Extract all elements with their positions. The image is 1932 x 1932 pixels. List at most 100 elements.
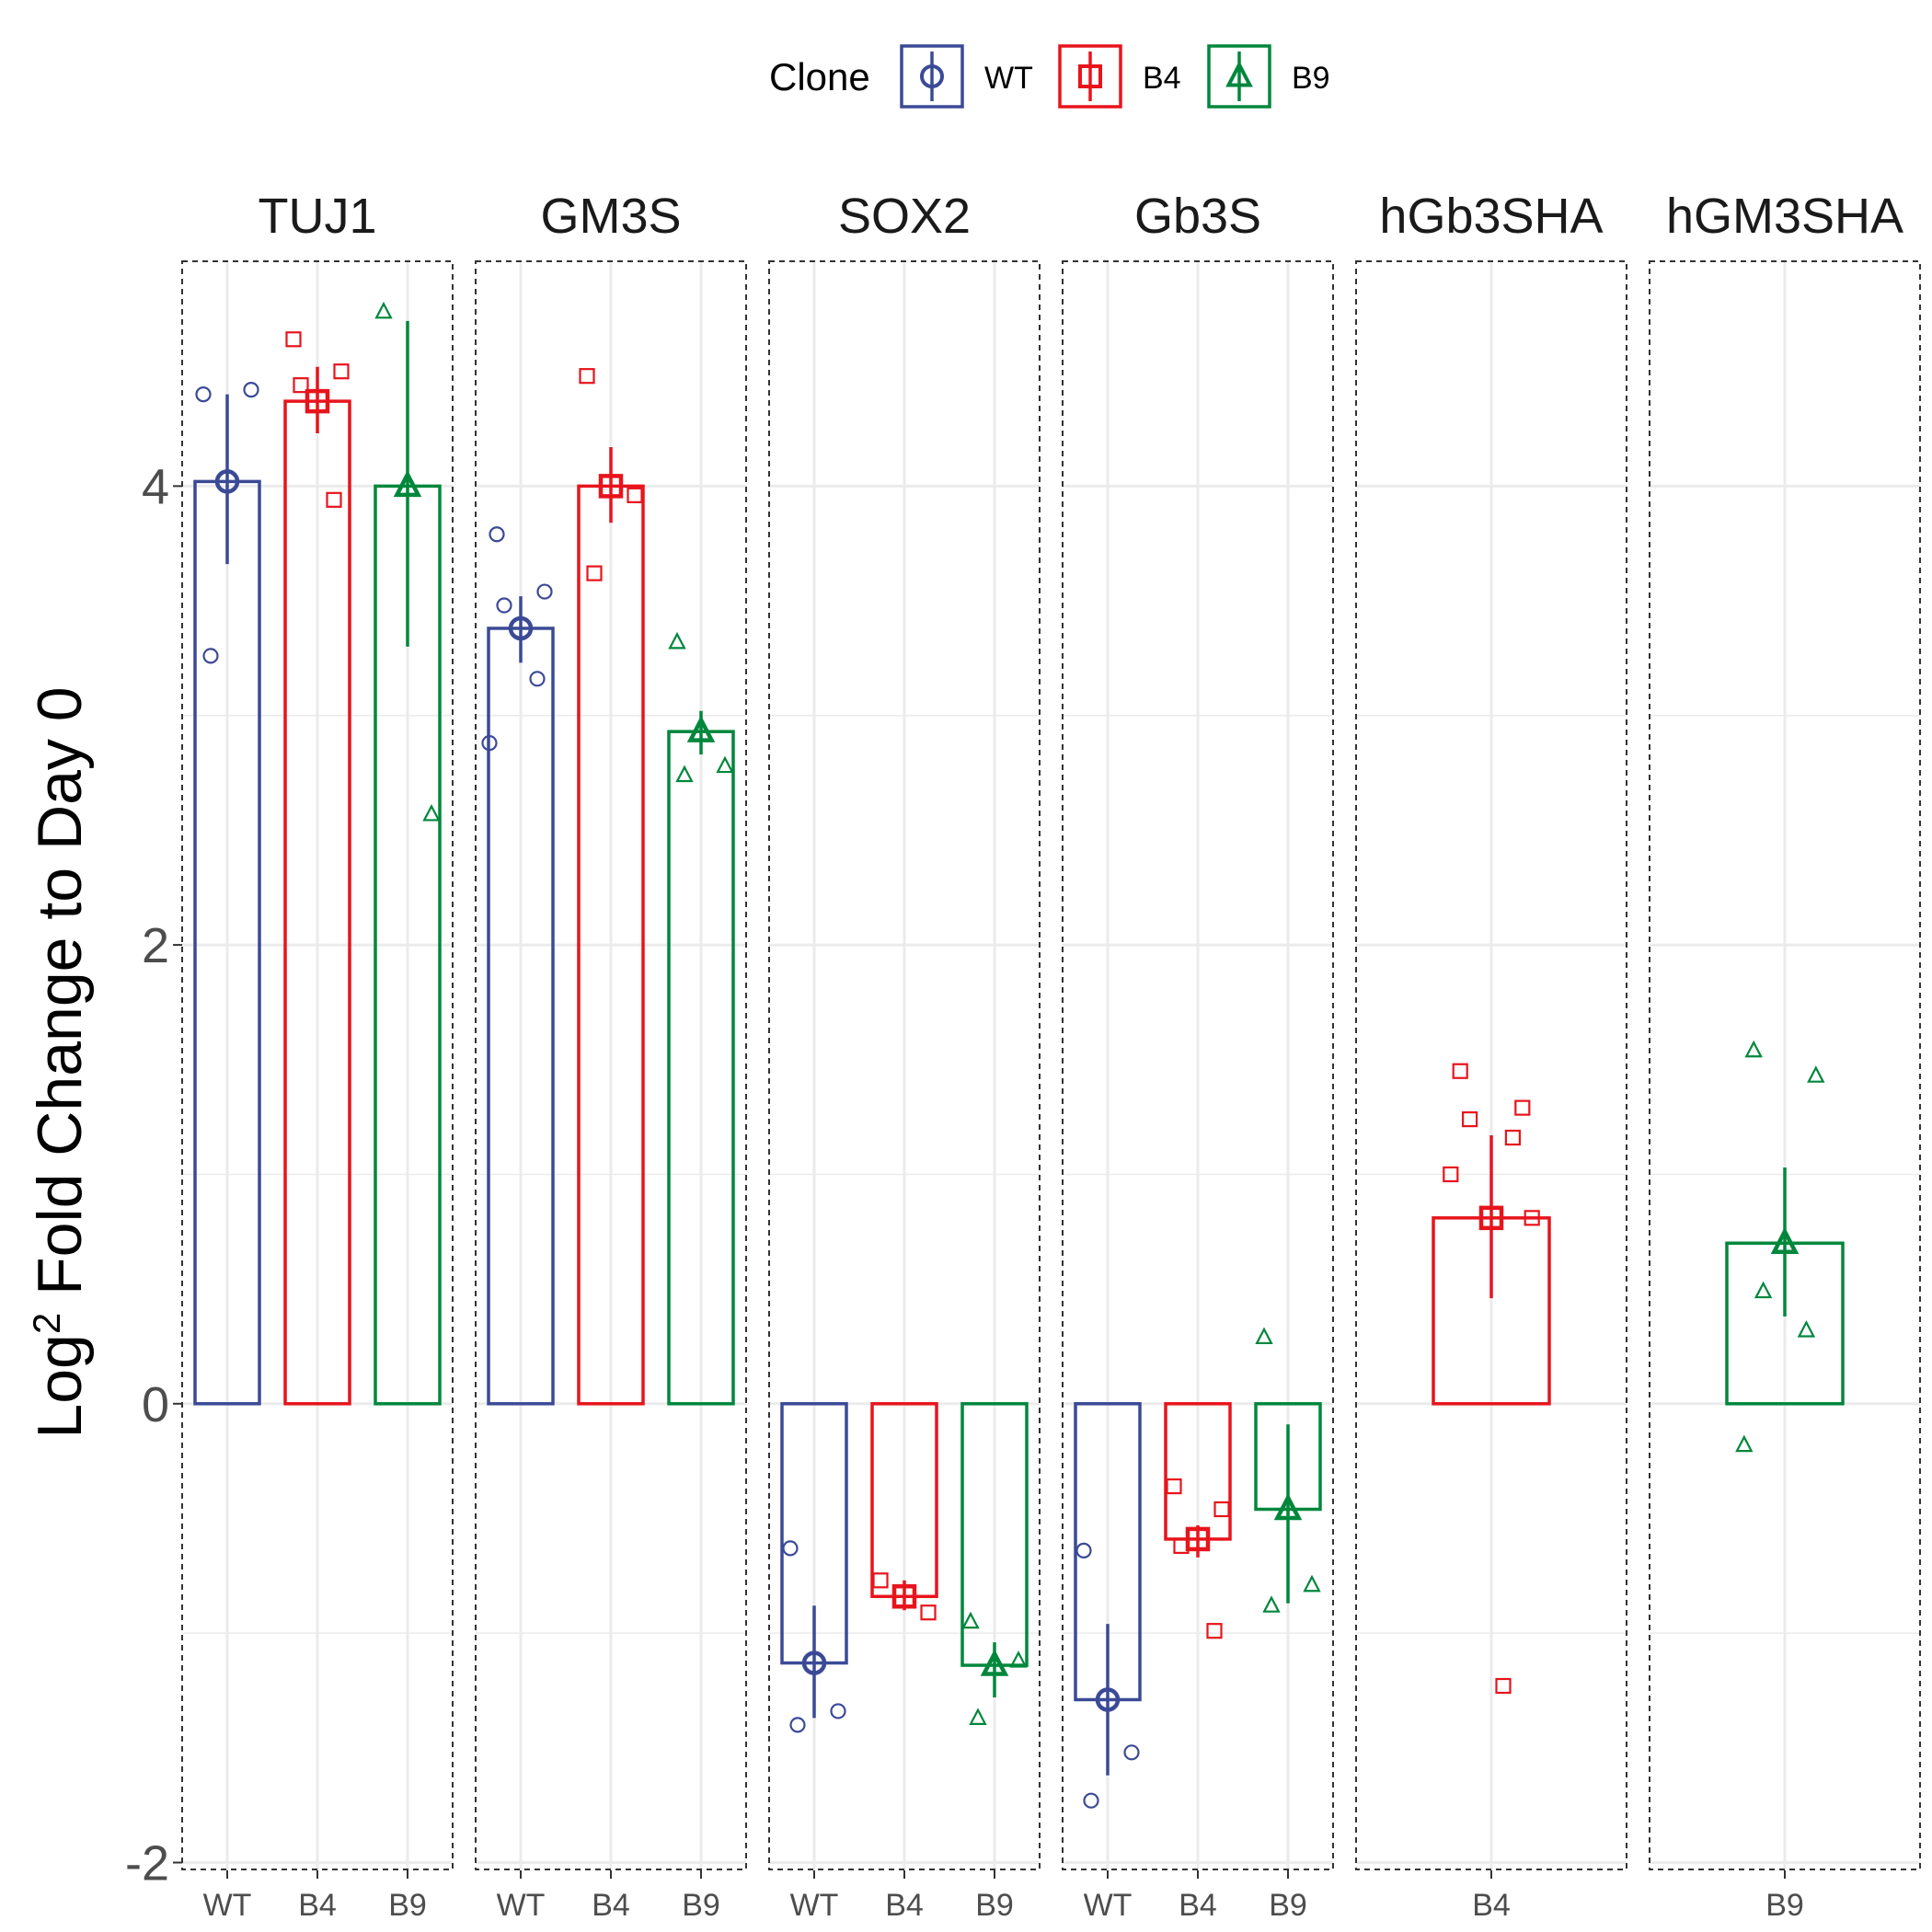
y-axis-label-main: Log bbox=[25, 1334, 95, 1438]
data-point bbox=[1797, 1320, 1816, 1338]
x-tick-label: WT bbox=[790, 1888, 839, 1923]
x-tick-label: WT bbox=[1084, 1888, 1133, 1923]
group-b4 bbox=[283, 331, 351, 1406]
legend-label-b9: B9 bbox=[1292, 61, 1330, 96]
data-point bbox=[675, 765, 694, 783]
facet-panels: TUJ1 WT B4 B9 GM3S WT B4 B9 SOX2 WT B4 B9 Gb3S WT B4 B9… bbox=[181, 189, 1921, 1923]
data-point bbox=[374, 301, 393, 319]
data-point bbox=[627, 487, 643, 503]
mean-point bbox=[598, 474, 624, 499]
data-point bbox=[579, 368, 595, 385]
mean-point bbox=[1185, 1526, 1211, 1552]
x-tick-label: B9 bbox=[975, 1888, 1014, 1923]
panel-border bbox=[1355, 260, 1627, 1870]
x-tick-label: B9 bbox=[1765, 1888, 1804, 1923]
data-point bbox=[1075, 1542, 1092, 1558]
data-point bbox=[789, 1717, 806, 1733]
data-point bbox=[1504, 1129, 1522, 1146]
group-wt bbox=[1074, 1402, 1142, 1809]
data-point bbox=[1213, 1501, 1230, 1518]
data-point bbox=[716, 755, 734, 774]
data-point bbox=[1166, 1478, 1182, 1495]
x-tick-label: B4 bbox=[592, 1888, 630, 1923]
group-b9 bbox=[960, 1402, 1029, 1725]
data-point bbox=[830, 1703, 846, 1719]
x-tick-label: B4 bbox=[1179, 1888, 1217, 1923]
data-point bbox=[496, 597, 512, 614]
data-point bbox=[1443, 1166, 1459, 1183]
x-tick-label: B4 bbox=[885, 1888, 924, 1923]
data-point bbox=[1255, 1327, 1273, 1345]
y-tick-label: -2 bbox=[125, 1836, 169, 1892]
data-point bbox=[969, 1708, 987, 1725]
data-point bbox=[920, 1604, 937, 1621]
legend-key-triangle-icon bbox=[1225, 61, 1253, 87]
data-point bbox=[1009, 1650, 1028, 1668]
x-tick-label: B4 bbox=[1472, 1888, 1511, 1923]
data-point bbox=[1123, 1744, 1140, 1761]
data-point bbox=[1206, 1623, 1223, 1639]
mean-point bbox=[891, 1584, 917, 1609]
data-point bbox=[536, 583, 553, 600]
data-point bbox=[285, 331, 302, 348]
panel-title: hGb3SHA bbox=[1379, 189, 1603, 244]
panel-title: Gb3S bbox=[1134, 189, 1261, 244]
group-b4 bbox=[577, 368, 645, 1406]
legend-item-b4: B4 bbox=[1058, 44, 1181, 109]
mean-point bbox=[214, 469, 240, 494]
data-point bbox=[872, 1572, 889, 1589]
panel-title: hGM3SHA bbox=[1666, 189, 1903, 244]
legend-key-circle-icon bbox=[920, 64, 944, 88]
x-tick-label: B4 bbox=[298, 1888, 337, 1923]
data-point bbox=[1262, 1595, 1281, 1613]
data-point bbox=[489, 526, 505, 543]
y-axis-label: Log2 Fold Change to Day 0 bbox=[25, 686, 96, 1438]
group-wt bbox=[481, 526, 555, 1406]
legend-item-wt: WT bbox=[900, 44, 1033, 109]
legend-label-wt: WT bbox=[984, 61, 1033, 96]
x-tick-label: B9 bbox=[1269, 1888, 1307, 1923]
data-point bbox=[202, 648, 219, 664]
mean-point bbox=[1273, 1492, 1303, 1521]
panel-hgm3sha: hGM3SHA B9 bbox=[1649, 189, 1921, 1923]
data-point bbox=[1735, 1434, 1754, 1453]
panel-gm3s: GM3S WT B4 B9 bbox=[475, 189, 747, 1923]
data-point bbox=[333, 363, 350, 380]
data-point bbox=[1744, 1040, 1763, 1058]
x-tick-label: WT bbox=[497, 1888, 546, 1923]
mean-point bbox=[508, 615, 534, 641]
data-point bbox=[529, 671, 546, 687]
mean-point bbox=[1478, 1205, 1504, 1231]
panel-sox2: SOX2 WT B4 B9 bbox=[768, 189, 1041, 1923]
mean-point bbox=[686, 715, 716, 742]
data-point bbox=[243, 382, 259, 398]
x-tick-label: B9 bbox=[682, 1888, 720, 1923]
mean-point bbox=[393, 469, 422, 498]
data-point bbox=[1754, 1281, 1773, 1299]
data-point bbox=[668, 631, 686, 650]
y-axis-label-sup: 2 bbox=[25, 1313, 68, 1334]
legend-item-b9: B9 bbox=[1207, 44, 1330, 109]
y-tick-label: 4 bbox=[142, 459, 169, 514]
legend-title: Clone bbox=[769, 55, 870, 98]
data-point bbox=[1807, 1065, 1825, 1083]
data-point bbox=[422, 803, 441, 822]
panel-border bbox=[1649, 260, 1921, 1870]
data-point bbox=[326, 491, 342, 508]
group-b9 bbox=[667, 631, 735, 1406]
mean-point bbox=[801, 1650, 827, 1675]
data-point bbox=[782, 1540, 799, 1557]
panel-border bbox=[181, 260, 454, 1870]
panel-gb3s: Gb3S WT B4 B9 bbox=[1062, 189, 1334, 1923]
x-tick-label: B9 bbox=[388, 1888, 427, 1923]
data-point bbox=[1452, 1063, 1468, 1079]
data-point bbox=[1495, 1677, 1512, 1695]
legend-label-b4: B4 bbox=[1143, 61, 1181, 96]
group-wt bbox=[780, 1402, 848, 1733]
group-b9 bbox=[1254, 1327, 1322, 1613]
data-point bbox=[1514, 1099, 1531, 1116]
data-point bbox=[1461, 1110, 1478, 1128]
mean-point bbox=[305, 388, 330, 414]
y-axis: -2 0 2 4 bbox=[125, 459, 182, 1892]
